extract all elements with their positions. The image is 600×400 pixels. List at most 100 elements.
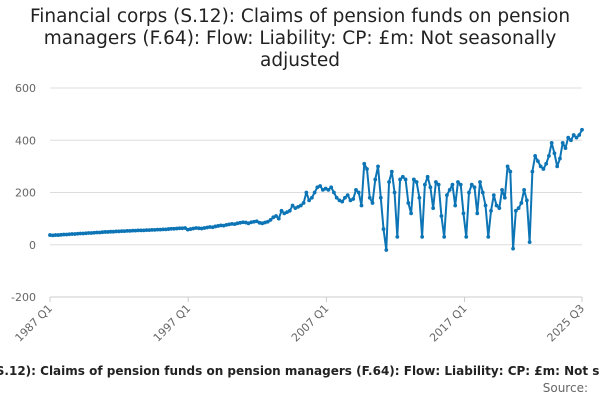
data-point <box>439 214 444 218</box>
chart-title-line-2: managers (F.64): Flow: Liability: CP: £m… <box>43 28 557 49</box>
data-point <box>169 226 174 231</box>
data-point <box>103 230 108 234</box>
data-point <box>367 195 372 200</box>
x-axis-ticks: 1987 Q1 1997 Q1 2007 Q1 2017 Q1 2025 Q3 <box>13 302 588 345</box>
data-point <box>442 235 447 239</box>
data-point <box>420 235 425 239</box>
data-point <box>70 232 74 236</box>
data-point <box>373 177 378 182</box>
data-point <box>304 190 309 195</box>
data-point <box>398 177 402 182</box>
data-point <box>475 211 480 216</box>
data-point <box>183 226 187 230</box>
data-point <box>100 230 105 235</box>
data-point <box>268 218 273 222</box>
data-point <box>480 190 485 195</box>
data-point <box>549 140 554 145</box>
data-point <box>574 135 579 140</box>
data-point <box>513 208 518 213</box>
x-tick-label: 2025 Q3 <box>545 302 588 345</box>
data-point <box>524 198 529 203</box>
data-point <box>522 187 527 192</box>
data-point <box>326 187 331 192</box>
data-point <box>387 180 391 184</box>
data-point <box>544 161 549 166</box>
data-point <box>81 231 85 236</box>
data-point <box>431 206 436 211</box>
data-point <box>505 164 510 169</box>
data-point <box>92 230 96 235</box>
data-point <box>298 203 303 208</box>
y-tick-label: -200 <box>11 291 36 304</box>
data-point <box>114 229 119 234</box>
data-point <box>334 195 339 200</box>
data-point <box>144 228 149 233</box>
data-point <box>141 228 146 233</box>
data-point <box>105 230 110 234</box>
x-tick-label: 2007 Q1 <box>289 302 332 345</box>
x-tick-label: 1987 Q1 <box>13 302 56 345</box>
axis-layer <box>49 296 583 302</box>
data-point <box>560 140 565 145</box>
data-point <box>395 235 400 239</box>
data-point <box>241 220 245 225</box>
data-point <box>194 226 198 230</box>
data-point <box>59 232 63 237</box>
data-point <box>434 180 438 184</box>
data-point <box>497 206 502 211</box>
data-point <box>516 206 521 211</box>
data-point <box>552 151 557 156</box>
chart-title-line-1: Financial corps (S.12): Claims of pensio… <box>29 6 571 27</box>
data-point <box>464 235 469 239</box>
data-point <box>332 190 336 195</box>
data-point <box>128 229 132 233</box>
data-point <box>166 227 171 231</box>
data-point <box>230 221 234 226</box>
data-point <box>511 246 515 251</box>
data-point <box>75 231 80 236</box>
data-point <box>133 228 138 233</box>
data-point <box>155 227 160 232</box>
data-point <box>530 169 535 174</box>
data-point <box>414 180 419 184</box>
data-point <box>161 227 165 232</box>
data-point <box>356 190 361 195</box>
data-point <box>276 216 281 221</box>
data-point <box>458 182 463 187</box>
data-point <box>370 201 375 205</box>
data-point <box>365 167 369 171</box>
data-point <box>417 195 422 200</box>
data-point <box>447 187 452 192</box>
chart-title-line-3: adjusted <box>260 50 340 71</box>
chart-footer: Financial corps (S.12): Claims of pensio… <box>0 364 600 380</box>
data-point <box>392 190 397 195</box>
points-layer <box>48 127 584 252</box>
data-point <box>461 211 466 216</box>
data-point <box>97 230 102 235</box>
data-point <box>279 208 284 213</box>
data-point <box>139 228 143 233</box>
data-point <box>472 185 477 190</box>
data-point <box>580 127 584 132</box>
data-point <box>345 193 350 198</box>
data-point <box>359 203 364 208</box>
data-point <box>453 203 458 208</box>
data-point <box>555 164 560 169</box>
data-point <box>307 198 312 203</box>
data-point <box>290 203 295 208</box>
data-point <box>163 227 168 232</box>
data-point <box>86 231 91 235</box>
chart-title: Financial corps (S.12): Claims of pensio… <box>0 6 600 72</box>
data-point <box>406 201 411 205</box>
data-point <box>409 211 413 216</box>
data-point <box>147 228 152 233</box>
data-point <box>56 233 61 237</box>
data-point <box>400 174 405 179</box>
data-point <box>312 190 317 195</box>
data-point <box>566 135 571 140</box>
data-point <box>527 240 532 245</box>
data-point <box>384 248 389 252</box>
data-point <box>489 208 493 213</box>
data-point <box>536 159 540 164</box>
